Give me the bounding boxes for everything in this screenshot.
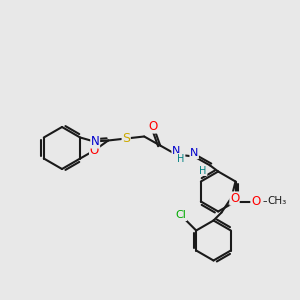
Text: O: O [90,144,99,157]
Text: Cl: Cl [176,211,187,220]
Text: N: N [91,135,100,148]
Text: H: H [178,154,185,164]
Text: N: N [172,146,180,157]
Text: O: O [148,120,158,133]
Text: S: S [122,132,130,145]
Text: H: H [200,166,207,176]
Text: CH₃: CH₃ [268,196,287,206]
Text: –: – [262,196,267,206]
Text: O: O [230,192,239,205]
Text: O: O [251,195,260,208]
Text: N: N [190,148,198,158]
